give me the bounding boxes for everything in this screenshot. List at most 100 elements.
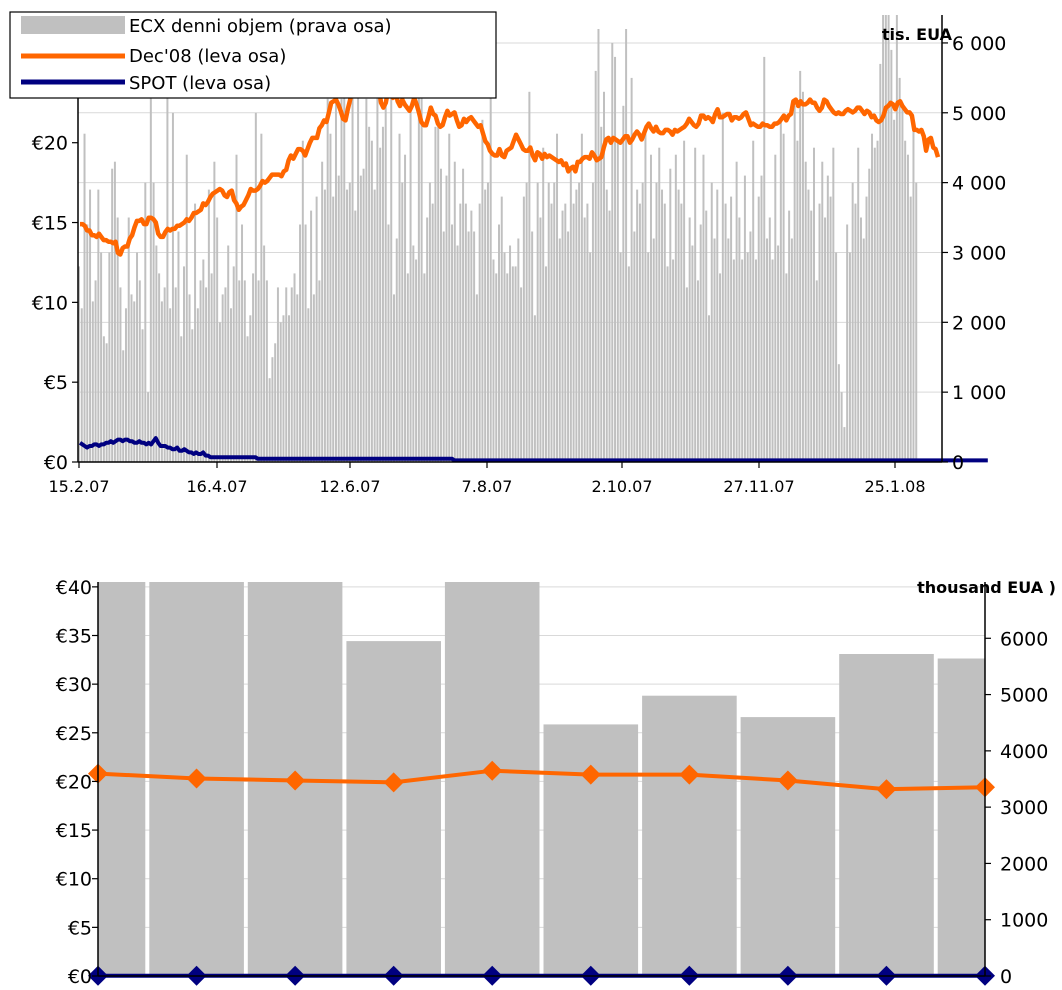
right-tick-label: 2 000 [952, 312, 1006, 334]
volume-bar [229, 308, 232, 462]
volume-bar [323, 189, 326, 462]
volume-bar [495, 273, 498, 462]
volume-bar [873, 147, 876, 462]
volume-bar [796, 140, 799, 462]
volume-bar [199, 280, 202, 462]
volume-bar [241, 224, 244, 462]
volume-bar [649, 154, 652, 462]
volume-bar [268, 378, 271, 462]
volume-bar [655, 182, 658, 462]
volume-bar [597, 29, 600, 462]
volume-bar [459, 203, 462, 462]
dec08-marker [876, 779, 897, 800]
left-tick-label: €35 [56, 626, 92, 648]
left-tick-label: €10 [56, 869, 92, 891]
volume-bar [840, 392, 843, 462]
volume-bar [810, 210, 813, 462]
volume-bar [210, 273, 213, 462]
volume-bar [384, 70, 387, 463]
volume-bar [556, 133, 559, 462]
volume-bar [127, 217, 130, 462]
volume-bar [279, 322, 282, 462]
volume-bar [790, 238, 793, 462]
right-tick-label: 5000 [1000, 685, 1048, 707]
volume-bar [614, 56, 617, 463]
x-tick-label: 28.1.08 [560, 987, 621, 990]
volume-bar [835, 252, 838, 462]
volume-bar [804, 161, 807, 462]
volume-bar [202, 259, 205, 462]
right-tick-label: 2000 [1000, 853, 1048, 875]
volume-bar [517, 238, 520, 462]
dec08-marker [679, 764, 700, 785]
volume-bar [749, 231, 752, 462]
chart-2-volume-bars [98, 582, 985, 976]
volume-bar [216, 217, 219, 462]
volume-bar [293, 273, 296, 462]
volume-bar [390, 70, 393, 463]
volume-bar [288, 315, 290, 462]
x-tick-label: 12.6.07 [319, 477, 380, 496]
volume-bar [265, 280, 268, 462]
volume-bar [826, 175, 829, 462]
chart-1-left-tick-labels: €0€5€10€15€20€25 [32, 53, 68, 474]
x-tick-label: 31.1.08 [856, 987, 917, 990]
volume-bar [404, 154, 407, 462]
volume-bar [108, 252, 111, 462]
chart-2-x-tick-labels: 21.1.08 22.1.08 23.1.08 24.1.08 25.1.08 28.1.… [67, 987, 1058, 990]
volume-bar [721, 112, 724, 463]
volume-bar [83, 133, 86, 462]
volume-bar [801, 91, 804, 463]
volume-bar [207, 189, 210, 462]
volume-bar [528, 91, 531, 463]
left-tick-label: €15 [56, 820, 92, 842]
volume-bar [448, 133, 451, 462]
right-tick-label: 3000 [1000, 797, 1048, 819]
volume-bar [470, 210, 473, 462]
volume-bar [304, 224, 307, 462]
volume-bar [91, 301, 94, 462]
volume-bar [857, 147, 860, 462]
volume-bar [362, 168, 365, 462]
volume-bar [130, 294, 133, 462]
volume-bar [754, 259, 757, 462]
chart-1-spot-line [78, 436, 988, 463]
volume-bar [904, 140, 907, 462]
volume-bar [263, 245, 266, 462]
volume-bar [713, 238, 716, 462]
volume-bar [799, 70, 802, 463]
volume-bar [373, 189, 376, 462]
volume-bar [359, 175, 362, 462]
chart-2-left-tick-labels: €0 €5 €10 €15 €20 €25 €30 €35 €40 [56, 577, 92, 988]
volume-bar [641, 182, 644, 462]
volume-bar [437, 126, 440, 463]
volume-bar [766, 238, 769, 462]
volume-bar [591, 182, 594, 462]
chart-2: €0 €5 €10 €15 €20 €25 €30 €35 €40 0 1000 2000 3000 4… [56, 577, 1058, 990]
volume-bar [543, 724, 639, 976]
volume-bar [839, 654, 934, 976]
volume-bar [719, 273, 722, 462]
volume-bar [188, 294, 191, 462]
volume-bar [252, 273, 255, 462]
chart-2-right-axis-unit: thousand EUA ) [917, 578, 1056, 597]
volume-bar [884, 15, 887, 462]
volume-bar [473, 231, 476, 462]
volume-bar [862, 238, 865, 462]
volume-bar [152, 182, 155, 462]
volume-bar [851, 182, 854, 462]
volume-bar [514, 266, 517, 462]
volume-bar [346, 189, 349, 462]
volume-bar [160, 301, 163, 462]
volume-bar [426, 217, 429, 462]
volume-bar [771, 259, 774, 462]
volume-bar [196, 308, 199, 462]
volume-bar [221, 294, 224, 462]
x-tick-label: 16.4.07 [186, 477, 247, 496]
volume-bar [343, 91, 346, 463]
right-tick-label: 3 000 [952, 242, 1006, 264]
volume-bar [224, 287, 227, 462]
volume-bar [340, 98, 343, 463]
